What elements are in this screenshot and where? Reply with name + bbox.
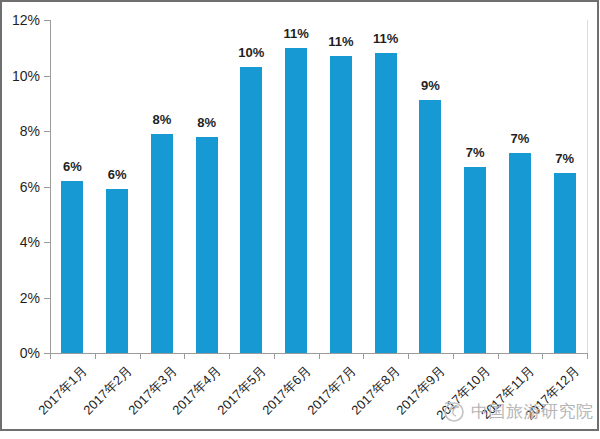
bar-6 [285, 48, 307, 353]
bar-1 [61, 181, 83, 353]
bar-3 [151, 134, 173, 353]
watermark-text: 中国旅游研究院 [471, 400, 594, 423]
bar-label-11: 7% [493, 131, 547, 146]
bar-label-8: 11% [359, 31, 413, 46]
x-axis-tick [587, 354, 588, 359]
y-axis-label-12%: 12% [0, 12, 40, 28]
x-axis-tick [229, 354, 230, 359]
x-axis-tick [319, 354, 320, 359]
plot-right-border [587, 20, 588, 353]
y-axis-label-2%: 2% [0, 290, 40, 306]
x-axis-tick [95, 354, 96, 359]
bar-label-12: 7% [538, 151, 592, 166]
x-axis-tick [184, 354, 185, 359]
y-axis-label-6%: 6% [0, 179, 40, 195]
y-axis-tick [44, 76, 50, 77]
y-axis-tick [44, 187, 50, 188]
y-axis-label-8%: 8% [0, 123, 40, 139]
x-axis-tick [274, 354, 275, 359]
bar-7 [330, 56, 352, 353]
y-axis-label-10%: 10% [0, 68, 40, 84]
bar-2 [106, 189, 128, 353]
x-axis-tick [498, 354, 499, 359]
y-axis-tick [44, 298, 50, 299]
x-axis-tick [140, 354, 141, 359]
bar-5 [240, 67, 262, 353]
bar-11 [509, 153, 531, 353]
bar-12 [554, 173, 576, 353]
bar-4 [196, 137, 218, 353]
bar-label-10: 7% [448, 145, 502, 160]
y-axis-line [50, 20, 51, 354]
x-axis-tick [453, 354, 454, 359]
bar-label-2: 6% [90, 167, 144, 182]
bar-10 [464, 167, 486, 353]
bar-label-9: 9% [403, 78, 457, 93]
x-axis-tick [542, 354, 543, 359]
watermark: 中国旅游研究院 [442, 398, 594, 424]
y-axis-tick [44, 20, 50, 21]
bar-chart: 0%2%4%6%8%10%12%6%2017年1月6%2017年2月8%2017… [0, 0, 600, 439]
swirl-logo-icon [442, 398, 466, 424]
y-axis-tick [44, 242, 50, 243]
x-axis-tick [363, 354, 364, 359]
bar-8 [375, 53, 397, 353]
y-axis-label-4%: 4% [0, 234, 40, 250]
y-axis-tick [44, 131, 50, 132]
x-axis-tick [50, 354, 51, 359]
bar-label-4: 8% [180, 115, 234, 130]
x-axis-tick [408, 354, 409, 359]
y-axis-label-0%: 0% [0, 345, 40, 361]
bar-label-5: 10% [224, 45, 278, 60]
bar-9 [419, 100, 441, 353]
